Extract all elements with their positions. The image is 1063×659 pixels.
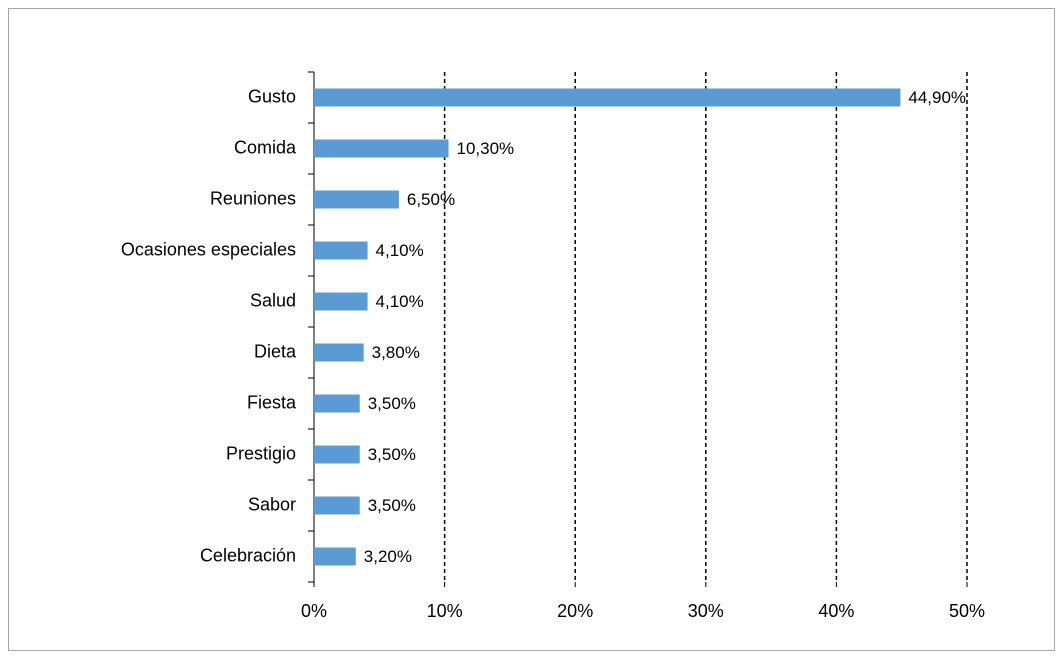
data-label: 4,10% <box>376 292 424 311</box>
chart-border <box>8 8 1055 651</box>
y-tick-label: Dieta <box>254 341 297 361</box>
bar <box>314 88 901 107</box>
data-label: 3,50% <box>368 445 416 464</box>
data-label: 44,90% <box>908 88 966 107</box>
data-label: 3,80% <box>372 343 420 362</box>
y-tick-label: Comida <box>234 137 297 157</box>
bar <box>314 547 356 566</box>
y-tick-label: Fiesta <box>247 392 297 412</box>
y-tick-label: Reuniones <box>210 188 296 208</box>
y-tick-label: Gusto <box>248 86 296 106</box>
bar <box>314 241 368 260</box>
data-label: 3,20% <box>364 547 412 566</box>
data-label: 3,50% <box>368 496 416 515</box>
y-tick-label: Sabor <box>248 494 296 514</box>
bar <box>314 139 449 158</box>
bar <box>314 496 360 515</box>
y-tick-label: Salud <box>250 290 296 310</box>
data-label: 3,50% <box>368 394 416 413</box>
x-tick-label: 50% <box>949 601 985 621</box>
y-tick-label: Prestigio <box>226 443 296 463</box>
x-tick-label: 20% <box>557 601 593 621</box>
x-tick-label: 40% <box>818 601 854 621</box>
y-tick-label: Ocasiones especiales <box>121 239 296 259</box>
bar <box>314 394 360 413</box>
data-label: 6,50% <box>407 190 455 209</box>
bar <box>314 292 368 311</box>
bar <box>314 190 399 209</box>
bar <box>314 343 364 362</box>
data-label: 4,10% <box>376 241 424 260</box>
y-tick-label: Celebración <box>200 545 296 565</box>
data-label: 10,30% <box>457 139 515 158</box>
bar <box>314 445 360 464</box>
x-tick-label: 30% <box>688 601 724 621</box>
x-tick-label: 0% <box>301 601 327 621</box>
x-tick-label: 10% <box>427 601 463 621</box>
